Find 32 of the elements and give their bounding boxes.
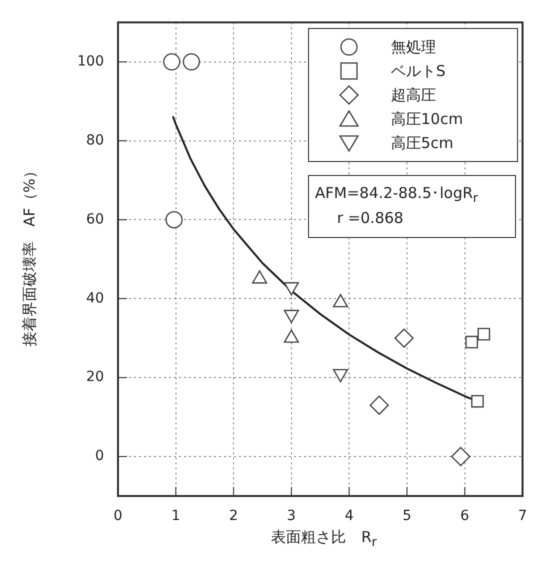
x-tick-label: 3 bbox=[286, 508, 296, 524]
y-tick-label: 40 bbox=[86, 290, 104, 306]
legend-label: 高圧5cm bbox=[391, 134, 454, 152]
x-tick-label: 4 bbox=[344, 508, 354, 524]
legend-label: ベルトS bbox=[391, 62, 446, 80]
y-tick-label: 0 bbox=[95, 448, 104, 464]
legend-label: 超高圧 bbox=[391, 86, 436, 104]
x-tick-label: 7 bbox=[518, 508, 528, 524]
legend-label: 高圧10cm bbox=[391, 110, 463, 128]
annotation: AFM=84.2-88.5･logR$_{r}$ bbox=[315, 184, 480, 205]
x-tick-label: 0 bbox=[114, 508, 122, 524]
y-tick-label: 80 bbox=[86, 132, 104, 148]
annotation: r =0.868 bbox=[336, 209, 404, 227]
x-axis-title: 表面粗さ比 R$_{r}$ bbox=[270, 528, 378, 549]
y-tick-label: 100 bbox=[77, 54, 104, 70]
point bbox=[370, 396, 389, 415]
y-axis-title: 接着界面破壊率 AF（%） bbox=[20, 163, 40, 347]
point bbox=[465, 336, 478, 348]
point bbox=[451, 446, 470, 466]
point bbox=[394, 328, 414, 348]
y-tick-label: 20 bbox=[86, 369, 104, 386]
point bbox=[165, 211, 183, 228]
x-tick-label: 5 bbox=[402, 508, 412, 524]
x-tick-label: 1 bbox=[171, 508, 180, 524]
point bbox=[471, 394, 484, 408]
legend-label: 無処理 bbox=[391, 38, 436, 56]
x-tick-label: 6 bbox=[460, 508, 470, 524]
y-tick-label: 60 bbox=[86, 211, 104, 228]
point bbox=[182, 53, 200, 71]
point bbox=[163, 53, 180, 71]
point bbox=[478, 328, 490, 340]
x-tick-label: 2 bbox=[229, 508, 238, 524]
